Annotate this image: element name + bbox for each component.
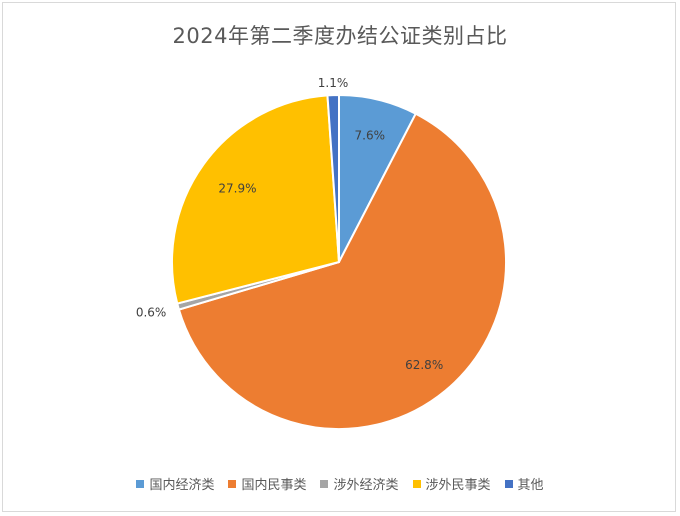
legend-label: 国内经济类 bbox=[149, 478, 215, 493]
legend-swatch bbox=[412, 479, 421, 488]
pie-data-labels: 7.6% 62.8% 0.6% 27.9% 1.1% bbox=[136, 76, 443, 372]
data-label-1: 7.6% bbox=[355, 128, 386, 142]
legend: 国内经济类 国内民事类 涉外经济类 涉外民事类 其他 bbox=[0, 474, 680, 493]
legend-swatch bbox=[228, 479, 237, 488]
legend-swatch bbox=[136, 479, 145, 488]
pie-slices bbox=[171, 93, 507, 430]
pie-slice-2 bbox=[177, 112, 507, 430]
legend-item: 国内民事类 bbox=[228, 474, 306, 493]
legend-label: 涉外民事类 bbox=[425, 478, 491, 493]
data-label-2: 62.8% bbox=[405, 358, 443, 372]
legend-item: 国内经济类 bbox=[136, 474, 214, 493]
pie-slice-4 bbox=[171, 94, 341, 305]
data-label-5: 1.1% bbox=[318, 76, 349, 90]
legend-swatch bbox=[320, 479, 329, 488]
data-label-3: 0.6% bbox=[136, 306, 167, 320]
legend-item: 涉外民事类 bbox=[412, 474, 491, 493]
chart-title: 2024年第二季度办结公证类别占比 bbox=[172, 24, 508, 48]
legend-label: 涉外经济类 bbox=[333, 478, 399, 493]
legend-swatch bbox=[504, 479, 513, 488]
data-label-4: 27.9% bbox=[218, 182, 256, 196]
pie-slice-5 bbox=[326, 93, 340, 263]
legend-item: 其他 bbox=[504, 474, 544, 493]
legend-label: 其他 bbox=[517, 478, 544, 493]
legend-item: 涉外经济类 bbox=[320, 474, 399, 493]
legend-label: 国内民事类 bbox=[241, 478, 307, 493]
